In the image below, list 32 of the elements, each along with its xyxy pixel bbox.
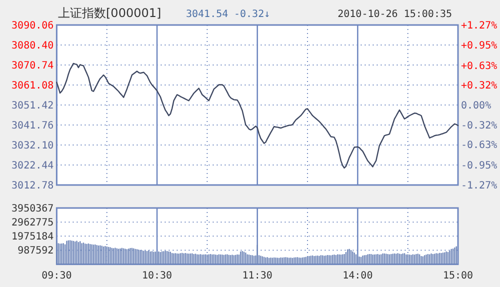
x-tick-label: 09:30: [42, 270, 72, 282]
y-tick-label: 3090.06: [12, 20, 54, 32]
y-tick-label: 2962775: [12, 218, 54, 229]
y-tick-label: 3061.08: [12, 80, 54, 92]
y-tick-label: 3032.10: [12, 140, 54, 152]
y-tick-label: 3012.78: [12, 180, 54, 192]
y-tick-label: 3051.42: [12, 100, 54, 112]
y-tick-label: 3070.74: [12, 60, 54, 72]
x-tick-label: 14:00: [342, 270, 373, 282]
y-tick-label: 1975184: [12, 232, 54, 243]
x-tick-label: 15:00: [442, 270, 474, 282]
text: 3041.54: [186, 9, 228, 20]
x-tick-label: 10:30: [142, 270, 172, 282]
line-series: [56, 62, 459, 169]
y-tick-label: 3041.76: [12, 120, 54, 132]
y2-tick-label: -0.95%: [461, 160, 498, 172]
y2-tick-label: 0.00%: [461, 100, 492, 112]
y-tick-label: 3950367: [12, 204, 54, 214]
chart-title: 上证指数[000001]: [58, 6, 162, 20]
y2-tick-label: +0.32%: [461, 80, 498, 92]
y-tick-label: 3022.44: [12, 160, 54, 172]
text: 2010-10-26 15:00:35: [338, 9, 452, 20]
y2-tick-label: +0.95%: [461, 40, 498, 52]
y2-tick-label: -0.63%: [461, 140, 498, 152]
x-tick-label: 11:30: [242, 270, 272, 282]
y2-tick-label: +1.27%: [461, 20, 498, 32]
text: -0.32↓: [234, 9, 270, 20]
y2-tick-label: -1.27%: [461, 180, 498, 192]
y-tick-label: 3080.40: [12, 40, 54, 52]
y-tick-label: 987592: [18, 246, 54, 257]
y2-tick-label: +0.63%: [461, 60, 498, 72]
y2-tick-label: -0.32%: [461, 120, 498, 132]
